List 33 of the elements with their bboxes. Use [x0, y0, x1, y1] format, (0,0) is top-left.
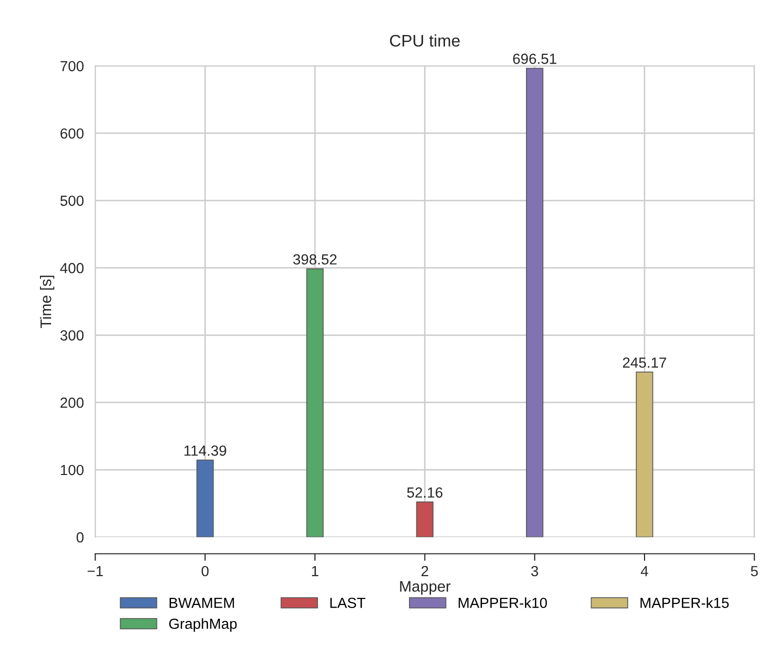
data-label: 114.39 [184, 445, 226, 456]
y-tick-label: 400 [60, 262, 84, 274]
x-tick-label: 0 [202, 566, 209, 576]
y-tick-label: 200 [60, 398, 84, 408]
legend-label: MAPPER-k15 [640, 597, 729, 608]
legend-label: MAPPER-k10 [458, 597, 547, 608]
chart-title: CPU time [390, 34, 460, 47]
y-axis-title: Time [s] [40, 276, 54, 328]
data-label: 398.52 [293, 254, 337, 265]
legend-label: BWAMEM [170, 598, 234, 608]
data-label: 245.17 [622, 357, 666, 368]
data-label: 52.16 [407, 487, 442, 498]
x-tick-label: 3 [531, 566, 538, 576]
x-tick-label: 2 [421, 566, 428, 576]
x-axis-title: Mapper [400, 581, 450, 595]
x-tick-label: −1 [88, 566, 103, 576]
data-label: 696.51 [513, 54, 556, 64]
legend-label: GraphMap [169, 618, 237, 632]
legend-label: LAST [330, 598, 366, 608]
x-tick-label: 1 [312, 566, 318, 576]
y-tick-label: 100 [60, 464, 84, 476]
x-tick-label: 5 [750, 566, 758, 576]
y-tick-label: 300 [60, 330, 84, 341]
y-tick-label: 600 [60, 128, 84, 139]
y-tick-label: 500 [60, 196, 84, 206]
bar [526, 68, 544, 538]
bar [306, 268, 324, 538]
bar [636, 372, 654, 538]
y-tick-label: 700 [60, 61, 84, 72]
y-tick-label: 0 [76, 532, 84, 543]
bar [416, 502, 434, 538]
x-tick-label: 4 [640, 566, 648, 576]
bar [196, 460, 214, 538]
